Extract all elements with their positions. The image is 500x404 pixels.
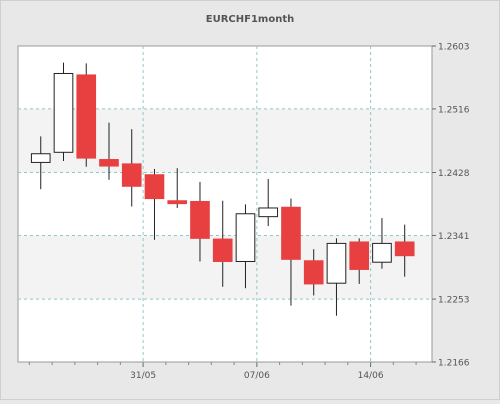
- candle-body-down: [121, 163, 142, 187]
- y-tick-label: 1.2253: [438, 296, 470, 306]
- candle-body-up: [235, 213, 256, 262]
- y-tick-label: 1.2428: [438, 169, 470, 179]
- y-tick-label: 1.2341: [438, 232, 470, 242]
- x-tick-label: 14/06: [358, 371, 384, 381]
- axes: 1.2603 1.2516 1.2428 1.2341 1.2253 1.2166 31/0…: [28, 43, 470, 381]
- candle-body-down: [144, 174, 165, 200]
- candle-body-down: [281, 206, 301, 260]
- y-tick-label: 1.2516: [438, 105, 470, 115]
- candle-body-up: [326, 242, 347, 284]
- chart-title: EURCHF1month: [206, 14, 294, 25]
- candle-body-down: [99, 159, 119, 167]
- candle-body-down: [394, 241, 415, 257]
- y-tick-label: 1.2603: [438, 43, 470, 53]
- candles: [30, 62, 415, 316]
- candle-body-down: [212, 238, 233, 262]
- candle-body-down: [349, 241, 370, 270]
- candle-body-down: [167, 200, 188, 205]
- candle-body-down: [76, 74, 97, 159]
- x-tick-label: 31/05: [130, 371, 156, 381]
- candle-body-up: [53, 72, 74, 153]
- candle-body-up: [372, 242, 392, 263]
- candle-body-down: [303, 260, 324, 285]
- x-tick-label: 07/06: [244, 371, 270, 381]
- y-tick-label: 1.2166: [438, 359, 470, 369]
- candle-body-down: [190, 200, 210, 239]
- candle-body-up: [30, 153, 51, 163]
- candle-body-up: [258, 207, 279, 218]
